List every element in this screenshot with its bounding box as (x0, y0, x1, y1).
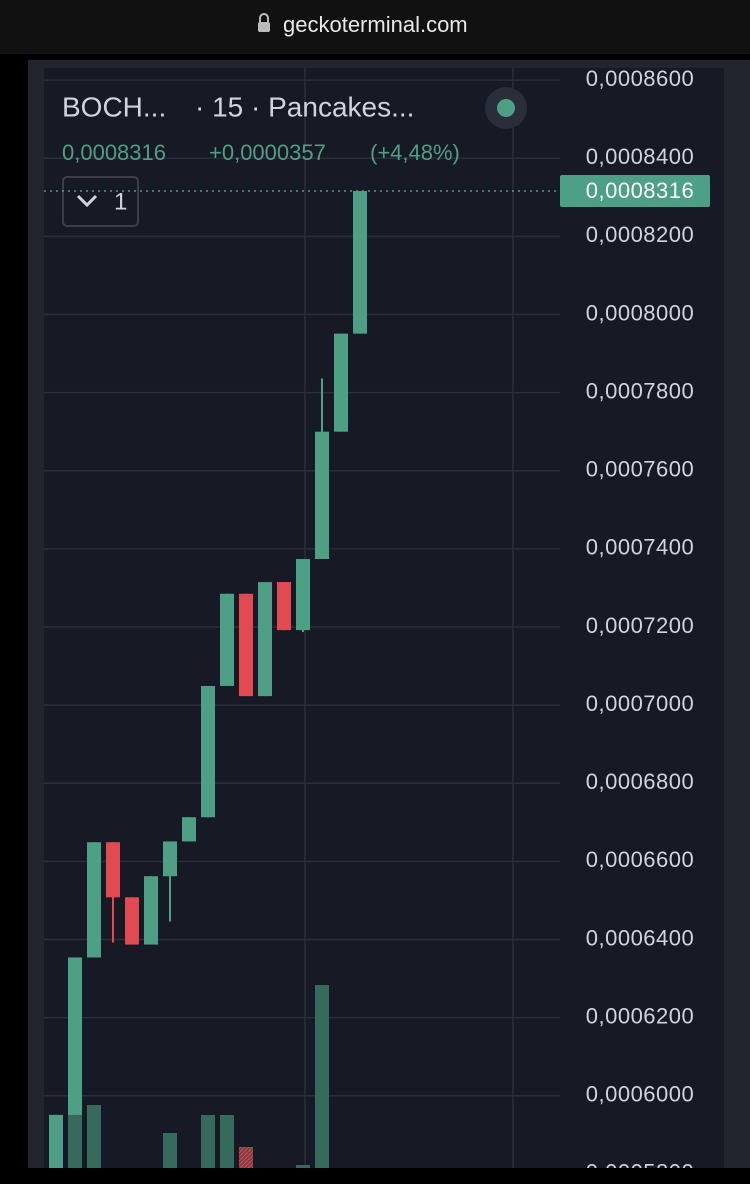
lock-icon (259, 13, 269, 22)
interval-exchange: · 15 · Pancakes... (195, 91, 414, 122)
candle-layer (49, 191, 367, 1168)
status-dot (497, 99, 515, 117)
y-tick-label: 0,0008400 (586, 144, 695, 169)
y-tick-label: 0,0008200 (586, 222, 695, 247)
indicator-toggle[interactable] (62, 176, 139, 227)
y-tick-label: 0,0007400 (586, 535, 695, 560)
candle-body (220, 593, 234, 686)
y-tick-label: 0,0008000 (586, 300, 695, 325)
change-percent: (+4,48%) (370, 140, 460, 165)
volume-bar (315, 985, 329, 1168)
chevron-icon (76, 194, 98, 208)
candle-body (144, 876, 158, 945)
last-price-marker (560, 175, 710, 208)
volume-bar (239, 1147, 253, 1168)
candle-body (201, 685, 215, 818)
y-tick-label: 0,0006200 (586, 1003, 695, 1028)
url[interactable]: geckoterminal.com (283, 12, 468, 37)
y-tick-label: 0,0006400 (586, 925, 695, 950)
y-tick-label: 0,0006600 (586, 847, 695, 872)
y-tick-label: 0,0007000 (586, 691, 695, 716)
y-tick-label: 0,0008600 (586, 66, 695, 91)
volume-bar (87, 1105, 101, 1168)
lock-icon (258, 22, 270, 32)
candle-body (239, 593, 253, 697)
indicator-count: 1 (114, 188, 127, 215)
y-tick-label: 0,0005800 (586, 1160, 695, 1184)
candle-body (315, 431, 329, 560)
volume-bar (163, 1133, 177, 1168)
chart-panel (44, 68, 724, 1168)
volume-bar (201, 1115, 215, 1168)
price-axis: 0,0008600 0,0008400 0,0008200 0,0008000 0,00… (586, 66, 695, 1184)
candle-body (258, 582, 272, 697)
y-tick-label: 0,0007200 (586, 613, 695, 638)
candle-body (353, 191, 367, 334)
candle-body (277, 582, 291, 631)
volume-bar (220, 1115, 234, 1168)
candle-body (125, 897, 139, 945)
symbol[interactable]: BOCH... (62, 91, 166, 122)
candle-body (296, 559, 310, 631)
volume-bar (296, 1165, 310, 1168)
change: +0,0000357 (209, 140, 326, 165)
candle-body (334, 333, 348, 432)
y-tick-label: 0,0006000 (586, 1082, 695, 1107)
y-tick-label: 0,0007800 (586, 378, 695, 403)
candle-body (49, 1114, 63, 1168)
bottom-edge (0, 1168, 750, 1184)
y-tick-label: 0,0007600 (586, 457, 695, 482)
candle-body (87, 842, 101, 958)
last-price-label: 0,0008316 (586, 178, 695, 203)
y-tick-label: 0,0006800 (586, 769, 695, 794)
last-price-text: 0,0008316 (62, 140, 166, 165)
candle-body (68, 957, 82, 1115)
candle-body (182, 817, 196, 842)
browser-bar (0, 0, 750, 54)
candle-body (106, 842, 120, 898)
candle-body (163, 841, 177, 877)
